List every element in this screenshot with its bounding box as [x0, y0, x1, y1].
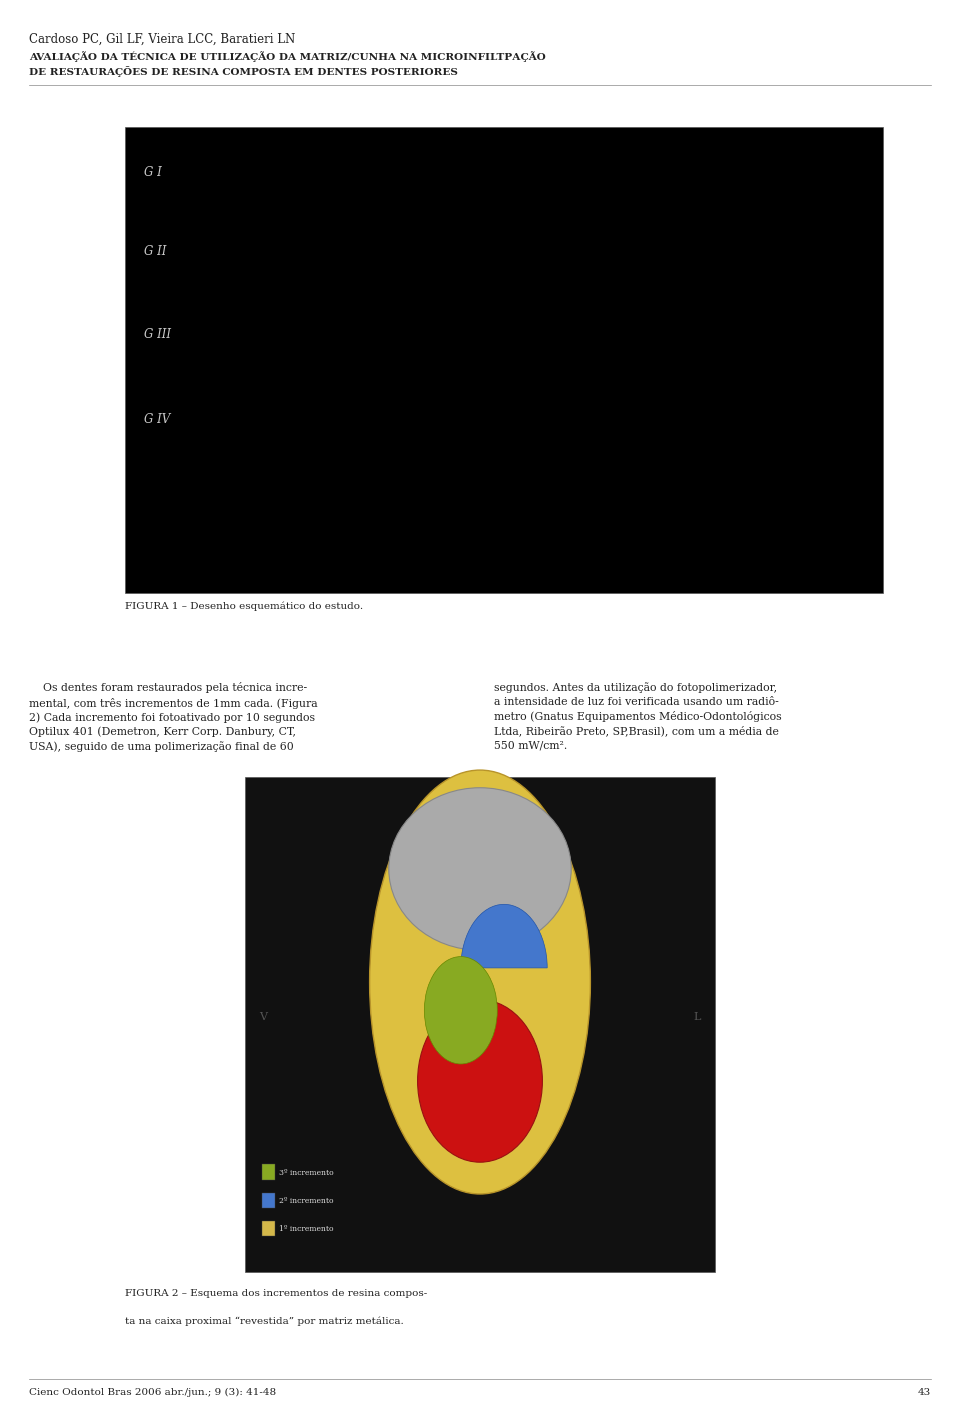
Text: L: L	[693, 1012, 701, 1023]
Ellipse shape	[418, 1000, 542, 1161]
Text: G II: G II	[144, 244, 166, 259]
Text: G IV: G IV	[144, 413, 170, 427]
Ellipse shape	[389, 788, 571, 951]
Text: G III: G III	[144, 328, 171, 342]
FancyBboxPatch shape	[125, 127, 883, 593]
Text: 43: 43	[918, 1388, 931, 1396]
Text: AVALIAÇÃO DA TÉCNICA DE UTILIZAÇÃO DA MATRIZ/CUNHA NA MICROINFILTРАÇÃO: AVALIAÇÃO DA TÉCNICA DE UTILIZAÇÃO DA MA…	[29, 51, 545, 62]
Ellipse shape	[370, 770, 590, 1194]
Text: FIGURA 2 – Esquema dos incrementos de resina compos-: FIGURA 2 – Esquema dos incrementos de re…	[125, 1289, 427, 1297]
Text: Cardoso PC, Gil LF, Vieira LCC, Baratieri LN: Cardoso PC, Gil LF, Vieira LCC, Baratier…	[29, 32, 295, 45]
Text: Os dentes foram restaurados pela técnica incre-
mental, com três incrementos de : Os dentes foram restaurados pela técnica…	[29, 682, 318, 752]
Wedge shape	[461, 904, 547, 968]
Text: segundos. Antes da utilização do fotopolimerizador,
a intensidade de luz foi ver: segundos. Antes da utilização do fotopol…	[494, 682, 782, 750]
Text: 2º incremento: 2º incremento	[279, 1197, 334, 1205]
FancyBboxPatch shape	[262, 1221, 275, 1236]
Text: FIGURA 1 – Desenho esquemático do estudo.: FIGURA 1 – Desenho esquemático do estudo…	[125, 602, 363, 612]
Text: G I: G I	[144, 165, 161, 179]
Text: ta na caixa proximal “revestida” por matriz metálica.: ta na caixa proximal “revestida” por mat…	[125, 1317, 403, 1327]
Text: Cienc Odontol Bras 2006 abr./jun.; 9 (3): 41-48: Cienc Odontol Bras 2006 abr./jun.; 9 (3)…	[29, 1388, 276, 1396]
FancyBboxPatch shape	[262, 1193, 275, 1208]
Text: 3º incremento: 3º incremento	[279, 1169, 334, 1177]
Wedge shape	[424, 957, 497, 1064]
Text: 1º incremento: 1º incremento	[279, 1225, 334, 1234]
FancyBboxPatch shape	[245, 777, 715, 1272]
Text: V: V	[259, 1012, 267, 1023]
FancyBboxPatch shape	[262, 1164, 275, 1180]
Text: DE RESTAURAÇÕES DE RESINA COMPOSTA EM DENTES POSTERIORES: DE RESTAURAÇÕES DE RESINA COMPOSTA EM DE…	[29, 66, 458, 78]
